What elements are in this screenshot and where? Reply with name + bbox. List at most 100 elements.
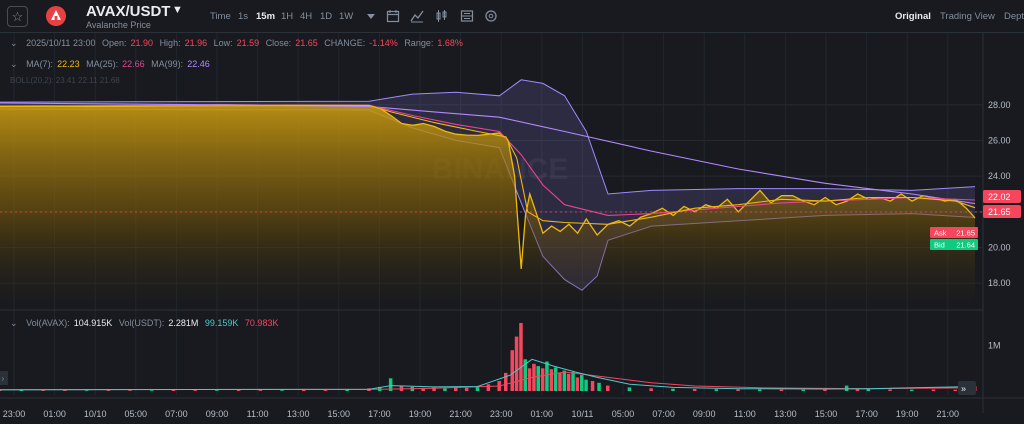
interval-1s[interactable]: 1s [238, 11, 249, 22]
view-trading-view[interactable]: Trading View [940, 11, 995, 22]
time-tick-label: 10/10 [84, 409, 107, 419]
legend-open: 21.90 [130, 38, 154, 48]
volume-bar [302, 390, 306, 391]
volume-bar [566, 373, 571, 391]
indicator-icon[interactable] [410, 9, 424, 23]
volume-bar [236, 390, 241, 391]
ask-label: Ask [934, 229, 947, 238]
volume-bar [855, 389, 860, 391]
volume-bar [106, 390, 111, 391]
chevron-down-icon[interactable]: ⌄ [10, 38, 18, 48]
volume-bar [536, 366, 540, 391]
time-tick-label: 01:00 [43, 409, 66, 419]
volume-bar [464, 387, 469, 391]
pair-subtitle[interactable]: Avalanche Price [86, 20, 151, 30]
time-tick-label: 15:00 [328, 409, 351, 419]
volume-bar [597, 382, 601, 391]
volume-bar [323, 390, 328, 391]
star-icon[interactable]: ☆ [7, 6, 28, 27]
volume-bar [280, 390, 284, 391]
volume-bar [523, 359, 527, 391]
calendar-icon[interactable] [386, 9, 400, 23]
price-tick-label: 24.00 [988, 171, 1011, 181]
chevron-down-icon[interactable]: ▼ [172, 4, 183, 16]
price-line [0, 104, 976, 269]
interval-15m[interactable]: 15m [256, 11, 276, 22]
moving-averages [0, 102, 976, 225]
interval-1h[interactable]: 1H [281, 11, 294, 22]
time-tick-label: 15:00 [815, 409, 838, 419]
chevron-down-icon[interactable]: ⌄ [10, 318, 18, 328]
volume-bar [215, 390, 219, 391]
avax-logo-icon [46, 6, 66, 26]
layout-icon[interactable] [460, 9, 474, 23]
volume-bar [801, 389, 805, 391]
time-tick-label: 01:00 [531, 409, 554, 419]
legend-low: 21.59 [236, 38, 260, 48]
volume-bar [345, 389, 349, 391]
double-chevron-right-icon[interactable]: » [961, 384, 966, 394]
price-area-fill [0, 104, 975, 301]
time-tick-label: 13:00 [287, 409, 310, 419]
time-tick-label: 11:00 [734, 409, 756, 419]
scroll-to-latest-button[interactable] [958, 381, 976, 395]
volume-bar [714, 389, 719, 391]
ma7-line [0, 104, 976, 225]
view-depth[interactable]: Depth [1004, 11, 1024, 22]
legend-range: 1.68% [437, 38, 463, 48]
volume-bar [475, 386, 480, 391]
volume-bar [649, 388, 653, 391]
volume-bar [84, 390, 89, 392]
interval-1w[interactable]: 1W [339, 11, 354, 22]
volume-bar [258, 390, 263, 391]
volume-bar [571, 372, 575, 391]
volume-bar [443, 388, 447, 391]
ask-value: 21.65 [956, 229, 975, 238]
bid-value: 21.64 [956, 241, 975, 250]
interval-4h[interactable]: 4H [300, 11, 313, 22]
last-price-value: 22.02 [988, 192, 1011, 202]
volume-bar [421, 387, 425, 391]
volume-bar [19, 389, 24, 391]
view-original[interactable]: Original [895, 11, 931, 22]
chevron-right-icon[interactable]: › [2, 374, 5, 383]
time-tick-label: 19:00 [896, 409, 919, 419]
volume-bar [150, 390, 154, 392]
volume-bar [527, 368, 532, 391]
time-tick-label: 13:00 [774, 409, 797, 419]
bid-label: Bid [934, 241, 945, 250]
left-scroll-handle[interactable] [0, 371, 8, 385]
legend-datetime: 2025/10/11 23:00 [26, 38, 96, 48]
interval-1d[interactable]: 1D [320, 11, 333, 22]
time-tick-label: 11:00 [247, 409, 269, 419]
legend-vol-avax: 104.915K [73, 318, 113, 328]
ma25-line [0, 104, 976, 216]
candle-icon[interactable] [435, 9, 449, 23]
current-price-tag [983, 205, 1021, 218]
boll-legend: BOLL(20,2): 23.41 22.11 21.68 [10, 76, 120, 85]
interval-time[interactable]: Time [210, 11, 231, 22]
settings-icon[interactable] [484, 9, 498, 23]
time-tick-label: 10/11 [571, 409, 593, 419]
legend-ma25: 22.66 [122, 59, 145, 69]
time-tick-label: 17:00 [855, 409, 878, 419]
legend-high: 21.96 [184, 38, 208, 48]
volume-bar [63, 390, 67, 391]
pair-symbol[interactable]: AVAX/USDT [86, 3, 171, 20]
volume-bar [953, 389, 957, 391]
bid-tag [930, 239, 978, 250]
time-axis: 23:00 01:00 10/10 05:00 07:00 09:00 11:00 13:00… [3, 409, 959, 419]
volume-bar [519, 323, 523, 391]
volume-bar [504, 372, 508, 391]
volume-legend: ⌄ Vol(AVAX): 104.915K Vol(USDT): 2.281M 99… [10, 318, 279, 328]
volume-bar [549, 369, 554, 391]
time-tick-label: 21:00 [449, 409, 472, 419]
volume-bar [553, 367, 558, 391]
chevron-down-icon[interactable]: ⌄ [10, 59, 18, 69]
time-tick-label: 07:00 [652, 409, 675, 419]
volume-bar [606, 385, 610, 391]
legend-vol-usdt: 2.281M [168, 318, 199, 328]
interval-more-icon[interactable] [364, 9, 378, 23]
